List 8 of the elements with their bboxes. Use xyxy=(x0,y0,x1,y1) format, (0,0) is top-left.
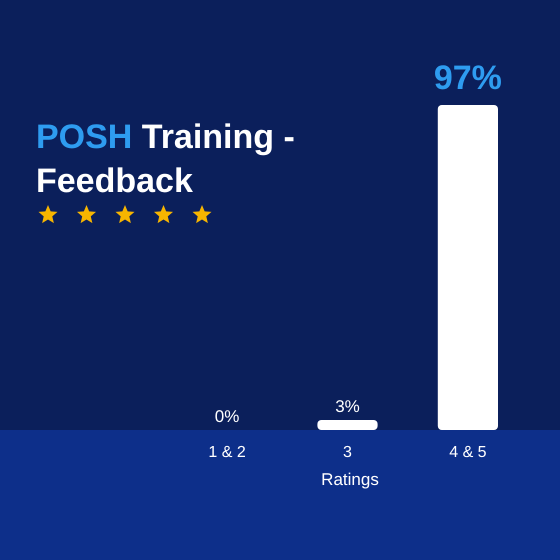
chart-title: POSH Training - Feedback xyxy=(36,118,295,200)
data-label: 0% xyxy=(214,407,240,426)
x-tick-label: 4 & 5 xyxy=(449,444,487,461)
x-tick-label: 1 & 2 xyxy=(208,444,246,461)
x-axis-title: Ratings xyxy=(321,470,379,489)
data-label: 3% xyxy=(335,396,360,416)
x-tick-label: 3 xyxy=(343,444,352,461)
data-label: 97% xyxy=(434,59,502,97)
